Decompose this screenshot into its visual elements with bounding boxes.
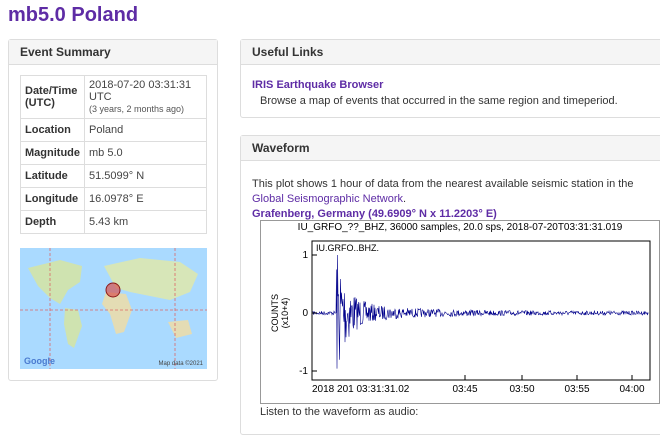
page-title: mb5.0 Poland	[8, 4, 139, 26]
y-tick-label: 1	[302, 250, 308, 261]
row-value: mb 5.0	[84, 141, 207, 165]
waveform-intro: This plot shows 1 hour of data from the …	[252, 177, 652, 207]
land	[104, 258, 198, 300]
value-text: 2018-07-20 03:31:31 UTC	[89, 79, 192, 103]
waveform-trace	[312, 254, 649, 369]
map-logo: Google	[24, 356, 55, 366]
row-value: 5.43 km	[84, 210, 207, 234]
y-axis-label: COUNTS	[270, 294, 280, 332]
row: Date/Time (UTC) 2018-07-20 03:31:31 UTC(…	[20, 75, 207, 119]
land	[102, 292, 132, 334]
x-tick-label: 03:55	[564, 384, 589, 395]
row: Longitude 16.0978° E	[20, 187, 207, 211]
station: Grafenberg, Germany (49.6909° N x 11.220…	[252, 208, 497, 220]
map-attribution: Map data ©2021	[159, 360, 204, 367]
useful-links-panel: Useful Links IRIS Earthquake Browser Bro…	[240, 39, 660, 118]
row: Latitude 51.5099° N	[20, 164, 207, 188]
panel-heading: Event Summary	[9, 40, 217, 65]
waveform-plot: IU_GRFO_??_BHZ, 36000 samples, 20.0 sps,…	[260, 220, 660, 404]
trace-label: IU.GRFO..BHZ.	[316, 243, 379, 253]
plot-frame	[260, 220, 660, 404]
intro-text: This plot shows 1 hour of data from the …	[252, 178, 634, 190]
map[interactable]: Google Map data ©2021	[20, 248, 207, 369]
x-tick-label: 03:50	[509, 384, 534, 395]
intro-link[interactable]: Global Seismographic Network	[252, 193, 404, 205]
x-tick-label: 2018 201 03:31:31.02	[312, 384, 410, 395]
audio-prompt: Listen to the waveform as audio:	[260, 406, 419, 418]
panel-heading: Useful Links	[241, 40, 660, 65]
event-summary-panel: Event Summary Date/Time (UTC) 2018-07-20…	[8, 39, 218, 381]
row-label: Depth	[20, 210, 85, 234]
row-value: Poland	[84, 118, 207, 142]
plot-title: IU_GRFO_??_BHZ, 36000 samples, 20.0 sps,…	[298, 222, 623, 233]
axes-box	[311, 240, 651, 381]
y-axis-unit: (x10+4)	[280, 298, 290, 329]
link-description: Browse a map of events that occurred in …	[260, 95, 618, 107]
row: Magnitude mb 5.0	[20, 141, 207, 165]
intro-end: .	[403, 193, 407, 205]
x-tick-label: 04:00	[619, 384, 644, 395]
row-value: 2018-07-20 03:31:31 UTC (3 years, 2 month…	[84, 75, 207, 119]
row-label: Magnitude	[20, 141, 85, 165]
value-note: (3 years, 2 months ago)	[89, 104, 185, 114]
land	[168, 320, 192, 338]
summary-table: Date/Time (UTC) 2018-07-20 03:31:31 UTC(…	[20, 75, 207, 234]
row-label: Longitude	[20, 187, 85, 211]
row: Depth 5.43 km	[20, 210, 207, 234]
panel-heading: Waveform	[241, 136, 660, 161]
event-marker[interactable]	[105, 282, 121, 298]
land	[64, 308, 82, 348]
link[interactable]: IRIS Earthquake Browser	[252, 79, 384, 91]
row-label: Location	[20, 118, 85, 142]
land	[28, 260, 82, 304]
page: mb5.0 Poland Event Summary Date/Time (UT…	[8, 4, 660, 435]
row-value: 16.0978° E	[84, 187, 207, 211]
row-label: Date/Time (UTC)	[20, 75, 85, 119]
row: Location Poland	[20, 118, 207, 142]
row-label: Latitude	[20, 164, 85, 188]
row-value: 51.5099° N	[84, 164, 207, 188]
x-tick-label: 03:45	[452, 384, 477, 395]
y-tick-label: 0	[302, 308, 308, 319]
y-tick-label: -1	[299, 366, 308, 377]
